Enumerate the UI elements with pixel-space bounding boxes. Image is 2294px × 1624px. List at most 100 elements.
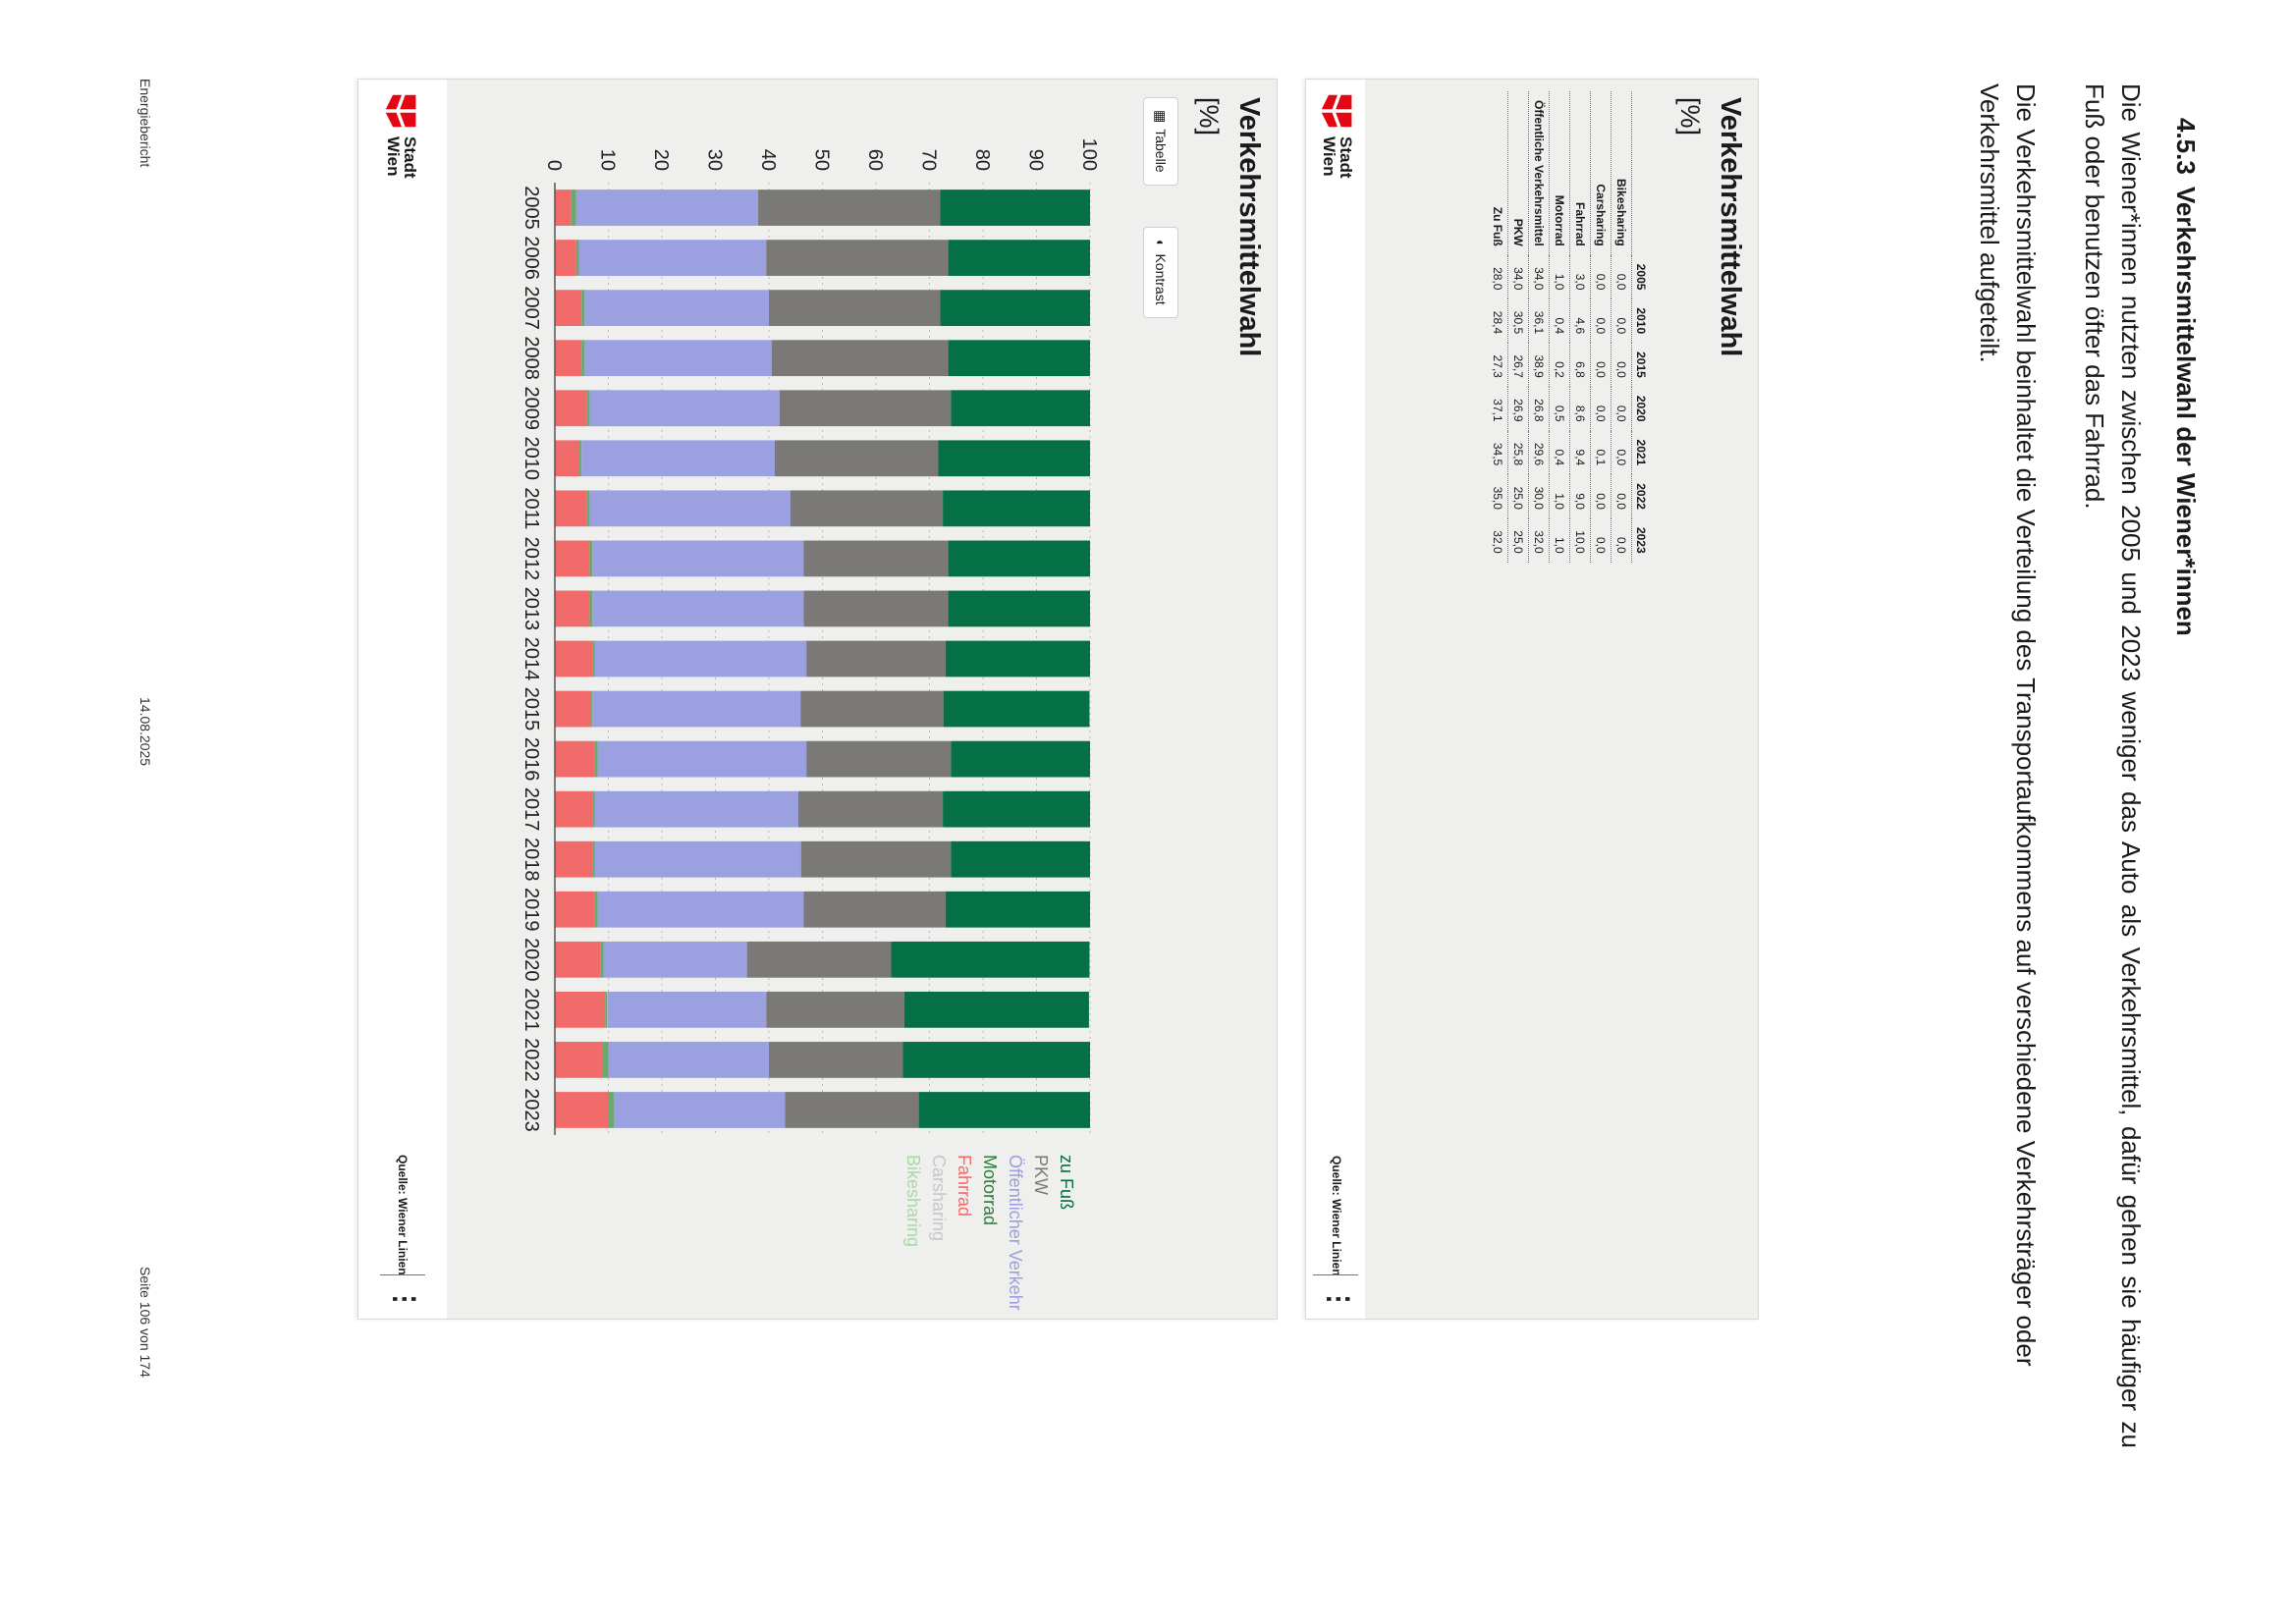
bar-segment xyxy=(583,340,772,377)
x-tick-label: 2008 xyxy=(520,336,542,380)
bar-segment xyxy=(554,540,590,577)
table-cell: 10,0 xyxy=(1569,517,1591,563)
table-row-label: Carsharing xyxy=(1590,91,1611,255)
chart-card-unit: [%] xyxy=(1194,97,1224,136)
table-cell: 0,0 xyxy=(1611,474,1632,518)
table-source-label: Quelle: Wiener Linien xyxy=(1330,1156,1343,1276)
definition-paragraph: Die Verkehrsmittelwahl beinhaltet die Ve… xyxy=(1975,83,2041,1367)
table-row-label: Zu Fuß xyxy=(1488,91,1508,255)
legend-entry: Motorrad xyxy=(980,1155,1000,1225)
bar-segment xyxy=(586,490,590,527)
table-cell: 1,0 xyxy=(1549,254,1570,299)
y-tick-label: 100 xyxy=(1078,138,1100,171)
bar-segment xyxy=(779,390,952,427)
table-row: PKW 34,0 30,5 26,7 26,9 25,8 25,0 25,0 xyxy=(1507,91,1529,563)
table-card-title: Verkehrsmittelwahl xyxy=(1715,97,1746,357)
table-cell: 34,5 xyxy=(1488,430,1508,475)
table-cell: 0,0 xyxy=(1590,298,1611,344)
table-col-header: 2020 xyxy=(1634,395,1648,422)
x-tick-label: 2009 xyxy=(520,386,542,430)
bar-segment xyxy=(555,740,595,778)
bar-segment xyxy=(943,690,1090,728)
logo-text-line1: Stadt xyxy=(1337,136,1355,179)
chart-card-footer: Stadt Wien Quelle: Wiener Linien ⋮ xyxy=(358,80,447,1319)
bar-segment xyxy=(555,891,595,928)
x-tick-label: 2012 xyxy=(520,537,542,581)
data-table-wrapper: 2005 2010 2015 2020 2021 2022 2023 Bikesharing… xyxy=(1488,91,1650,563)
table-cell: 9,4 xyxy=(1569,430,1591,475)
table-col-header: 2023 xyxy=(1634,526,1648,554)
bar-segment xyxy=(594,640,807,677)
bar-segment xyxy=(555,340,582,377)
table-col-header: 2021 xyxy=(1634,439,1648,466)
y-tick-label: 30 xyxy=(704,149,726,171)
bar-segment xyxy=(555,1092,609,1128)
footer-divider xyxy=(380,1274,425,1275)
x-tick-label: 2011 xyxy=(520,487,542,529)
bar-segment xyxy=(592,590,804,627)
table-col-header: 2005 xyxy=(1634,263,1648,291)
bar-segment xyxy=(803,540,949,577)
table-cell: 32,0 xyxy=(1528,517,1550,563)
x-tick-label: 2021 xyxy=(520,988,542,1032)
bar-segment xyxy=(797,790,944,828)
table-cell: 0,0 xyxy=(1611,343,1632,387)
bar-segment xyxy=(800,690,944,728)
bar-segment xyxy=(579,440,582,477)
table-row-label: Fahrrad xyxy=(1569,91,1591,255)
legend-entry: PKW xyxy=(1031,1155,1051,1195)
contrast-button[interactable]: ◐ Kontrast xyxy=(1143,227,1178,318)
table-cell: 0,0 xyxy=(1611,386,1632,431)
bar-segment xyxy=(769,290,941,327)
table-cell: 1,0 xyxy=(1549,517,1570,563)
bar-segment xyxy=(600,941,604,978)
table-cell: 0,5 xyxy=(1549,386,1570,431)
table-cell: 0,0 xyxy=(1611,517,1632,563)
bar-segment xyxy=(589,390,780,427)
logo-text-line2: Wien xyxy=(384,136,403,177)
x-tick-label: 2015 xyxy=(520,687,542,731)
bar-segment xyxy=(592,790,595,828)
bar-segment xyxy=(554,690,592,728)
bar-segment xyxy=(951,740,1090,778)
bar-segment xyxy=(555,390,587,427)
bar-segment xyxy=(951,390,1090,427)
chart-card-menu-icon[interactable]: ⋮ xyxy=(390,1285,420,1315)
bar-segment xyxy=(591,690,593,728)
x-tick-label: 2007 xyxy=(520,286,542,330)
table-cell: 29,6 xyxy=(1528,430,1550,475)
table-row: Carsharing 0,0 0,0 0,0 0,0 0,1 0,0 0,0 xyxy=(1590,91,1611,563)
stadt-wien-shield-icon xyxy=(1321,94,1352,128)
bar-segment xyxy=(554,189,572,226)
bar-segment xyxy=(589,540,593,577)
bar-segment xyxy=(746,941,892,978)
bar-segment xyxy=(803,590,949,627)
bar-segment xyxy=(771,340,949,377)
bar-segment xyxy=(758,189,941,226)
intro-paragraph: Die Wiener*innen nutzten zwischen 2005 u… xyxy=(2080,83,2146,1448)
table-row: Bikesharing 0,0 0,0 0,0 0,0 0,0 0,0 0,0 xyxy=(1611,91,1632,563)
bar-segment xyxy=(554,991,606,1028)
table-cell: 0,4 xyxy=(1549,298,1570,344)
table-cell: 0,0 xyxy=(1611,430,1632,475)
table-cell: 26,9 xyxy=(1507,386,1529,431)
legend-entry: Carsharing xyxy=(929,1155,949,1241)
bar-segment xyxy=(597,891,804,928)
table-view-button[interactable]: ▦ Tabelle xyxy=(1143,97,1178,186)
section-number: 4.5.3 xyxy=(2171,118,2201,175)
bar-segment xyxy=(554,240,576,276)
table-row-label: PKW xyxy=(1507,91,1529,255)
bar-segment xyxy=(554,941,601,978)
y-tick-label: 60 xyxy=(864,149,886,171)
table-cell: 3,0 xyxy=(1569,254,1591,299)
legend-entry: Bikesharing xyxy=(903,1155,923,1247)
table-cell: 37,1 xyxy=(1488,386,1508,431)
table-card-menu-icon[interactable]: ⋮ xyxy=(1324,1285,1354,1315)
bar-segment xyxy=(581,340,584,377)
legend-entry: zu Fuß xyxy=(1057,1155,1076,1210)
bar-segment xyxy=(555,790,593,828)
table-cell: 9,0 xyxy=(1569,474,1591,518)
x-tick-label: 2020 xyxy=(520,938,542,982)
bar-segment xyxy=(945,640,1090,677)
